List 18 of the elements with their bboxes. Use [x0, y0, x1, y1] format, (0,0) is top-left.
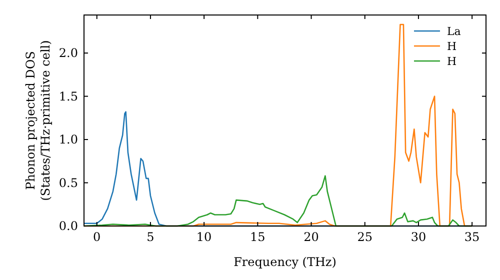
- x-tick-label: 20: [304, 230, 319, 244]
- x-tick-label: 30: [410, 230, 426, 244]
- x-tick-label: 0: [93, 230, 101, 244]
- legend-label: H: [447, 40, 457, 53]
- x-tick-label: 35: [464, 230, 480, 244]
- y-tick-label: 1.0: [58, 132, 78, 147]
- legend-label: H: [447, 55, 457, 68]
- legend-label: La: [447, 25, 462, 38]
- x-tick-label: 15: [250, 230, 266, 244]
- x-tick-label: 10: [196, 230, 212, 244]
- x-tick-label: 25: [357, 230, 373, 244]
- y-tick-label: 0.5: [58, 176, 78, 190]
- y-axis-title: Phonon projected DOS (States/THz·primitive cell): [24, 40, 52, 201]
- y-tick-label: 0.0: [58, 219, 78, 233]
- y-tick-label: 1.5: [58, 89, 78, 104]
- y-tick-label: 2.0: [58, 46, 78, 60]
- x-axis-title: Frequency (THz): [234, 255, 336, 269]
- x-tick-label: 5: [146, 230, 154, 244]
